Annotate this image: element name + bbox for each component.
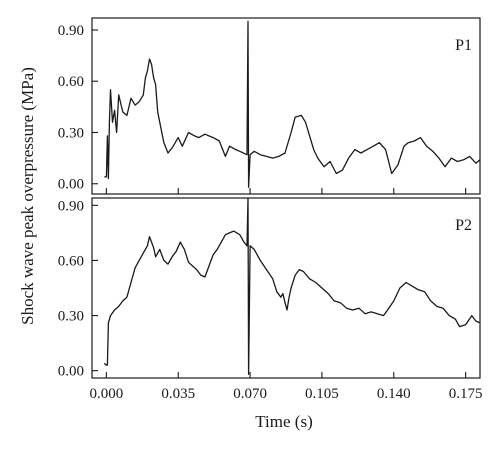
panel-p1: 0.00 0.30 0.60 0.90 P1: [58, 17, 481, 195]
panel-label: P1: [455, 37, 472, 54]
panels-layer: 0.00 0.30 0.60 0.90 P1 0.00 0.30 0.60 0.90 P2: [58, 17, 481, 380]
y-tick-label: 0.00: [58, 364, 84, 380]
panel-frame: [91, 197, 481, 379]
y-tick-label: 0.60: [58, 253, 84, 269]
y-axis-label: Shock wave peak overpressure (MPa): [18, 67, 37, 325]
panel-label: P2: [455, 217, 472, 234]
y-tick-label: 0.00: [58, 177, 84, 193]
x-tick-label: 0.105: [305, 386, 339, 402]
y-tick-label: 0.60: [58, 74, 84, 90]
y-tick-label: 0.90: [58, 198, 84, 214]
x-tick-label: 0.000: [89, 386, 123, 402]
y-tick-label: 0.90: [58, 23, 84, 39]
series-line-p2-0: [103, 197, 481, 375]
y-tick-label: 0.30: [58, 125, 84, 141]
panel-p2: 0.00 0.30 0.60 0.90 P2: [58, 197, 481, 380]
panel-frame: [91, 17, 481, 195]
x-axis: 0.000 0.035 0.070 0.105 0.140 0.175: [89, 386, 482, 402]
x-tick-label: 0.140: [377, 386, 411, 402]
y-tick-label: 0.30: [58, 309, 84, 325]
x-tick-label: 0.070: [233, 386, 267, 402]
series-line-p1-0: [104, 20, 481, 188]
x-tick-label: 0.175: [449, 386, 483, 402]
x-tick-label: 0.035: [161, 386, 195, 402]
x-axis-label: Time (s): [255, 412, 312, 431]
